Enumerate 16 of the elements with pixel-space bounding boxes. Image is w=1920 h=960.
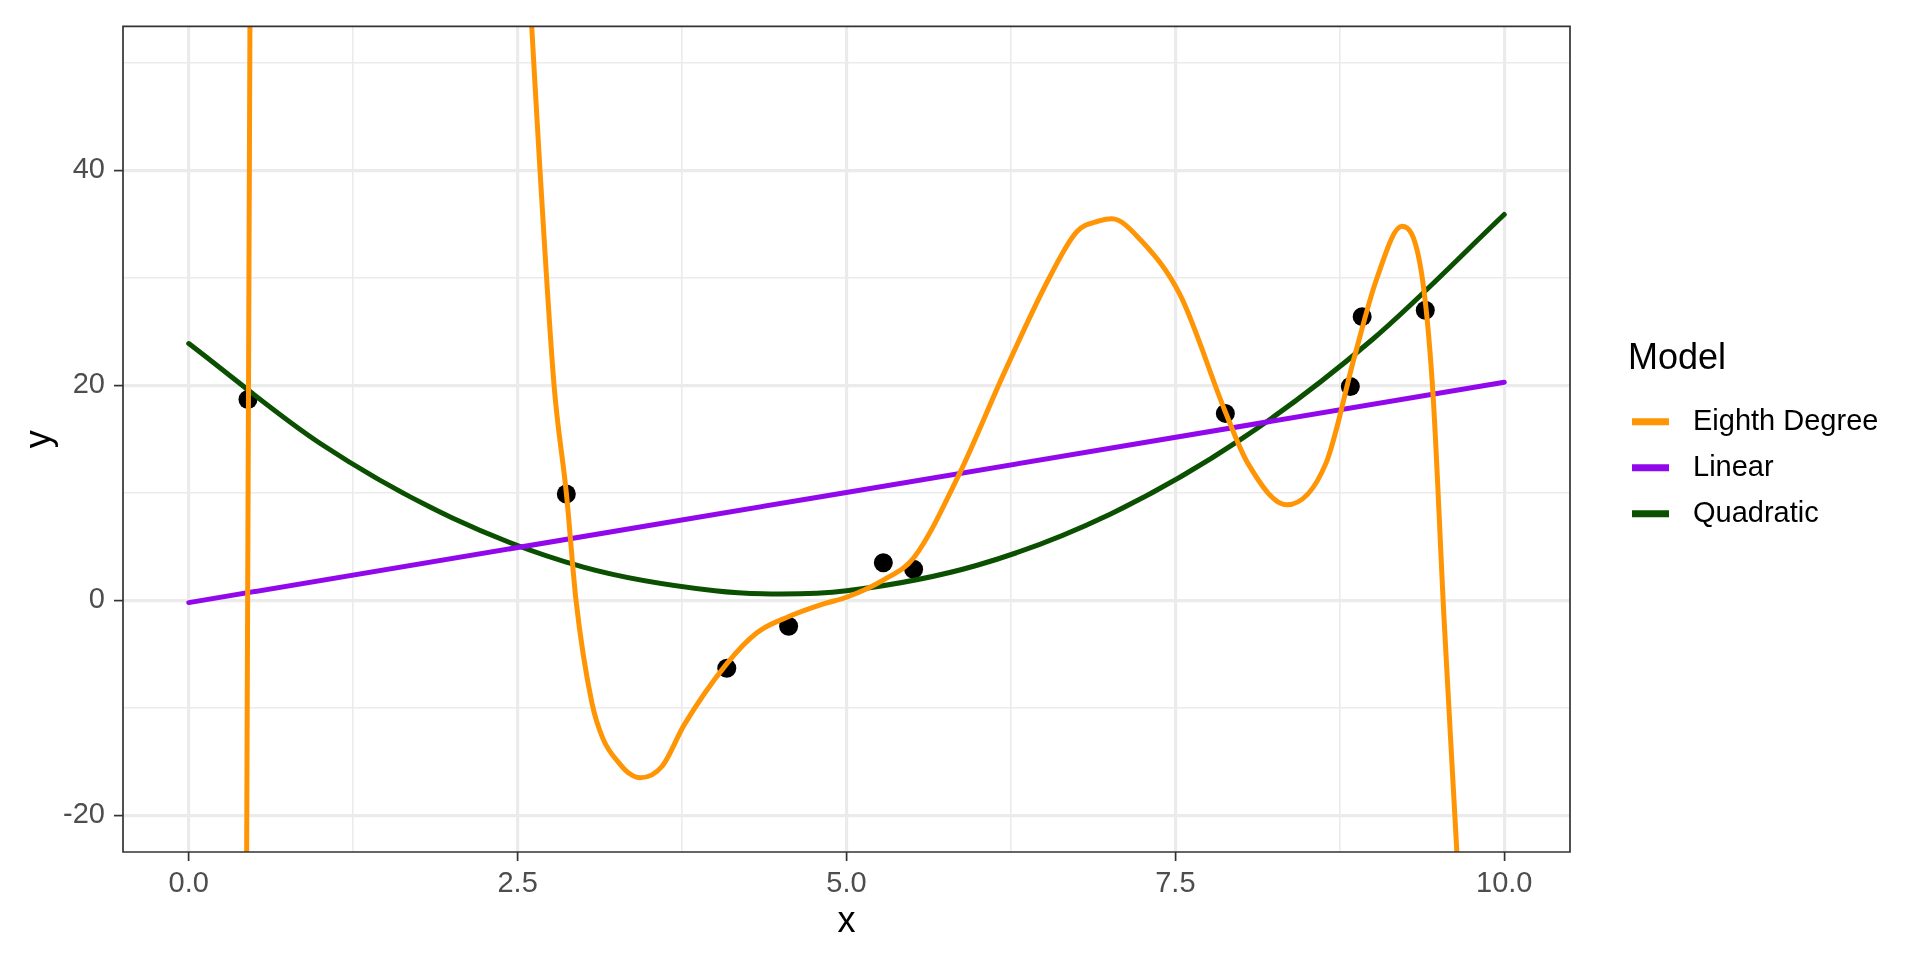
point (873, 553, 893, 573)
x-tick-label: 0.0 (168, 866, 209, 899)
x-tick-label: 5.0 (826, 866, 867, 899)
y-tick-label: -20 (63, 797, 105, 830)
legend-label: Quadratic (1693, 495, 1819, 528)
y-axis-title: y (16, 430, 58, 449)
legend-title: Model (1628, 336, 1727, 378)
x-tick-label: 7.5 (1155, 866, 1196, 899)
legend-label: Linear (1693, 449, 1774, 482)
y-tick-label: 0 (88, 582, 105, 615)
x-tick-label: 10.0 (1476, 866, 1533, 899)
x-axis-title: x (837, 899, 856, 941)
legend-label: Eighth Degree (1693, 403, 1879, 436)
y-tick-label: 20 (72, 367, 105, 400)
x-tick-label: 2.5 (497, 866, 538, 899)
y-tick-label: 40 (72, 152, 105, 185)
